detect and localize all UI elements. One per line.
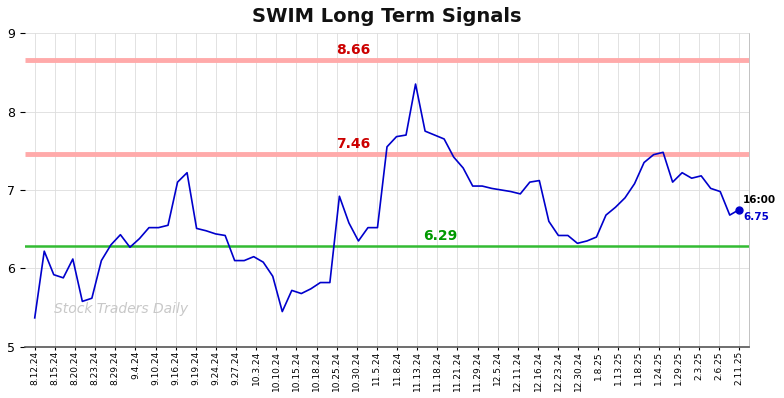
Text: 6.75: 6.75 xyxy=(743,212,769,222)
Title: SWIM Long Term Signals: SWIM Long Term Signals xyxy=(252,7,521,26)
Text: 16:00: 16:00 xyxy=(743,195,776,205)
Text: 7.46: 7.46 xyxy=(336,137,371,151)
Text: 8.66: 8.66 xyxy=(336,43,371,57)
Text: 6.29: 6.29 xyxy=(423,229,458,243)
Text: Stock Traders Daily: Stock Traders Daily xyxy=(53,302,188,316)
